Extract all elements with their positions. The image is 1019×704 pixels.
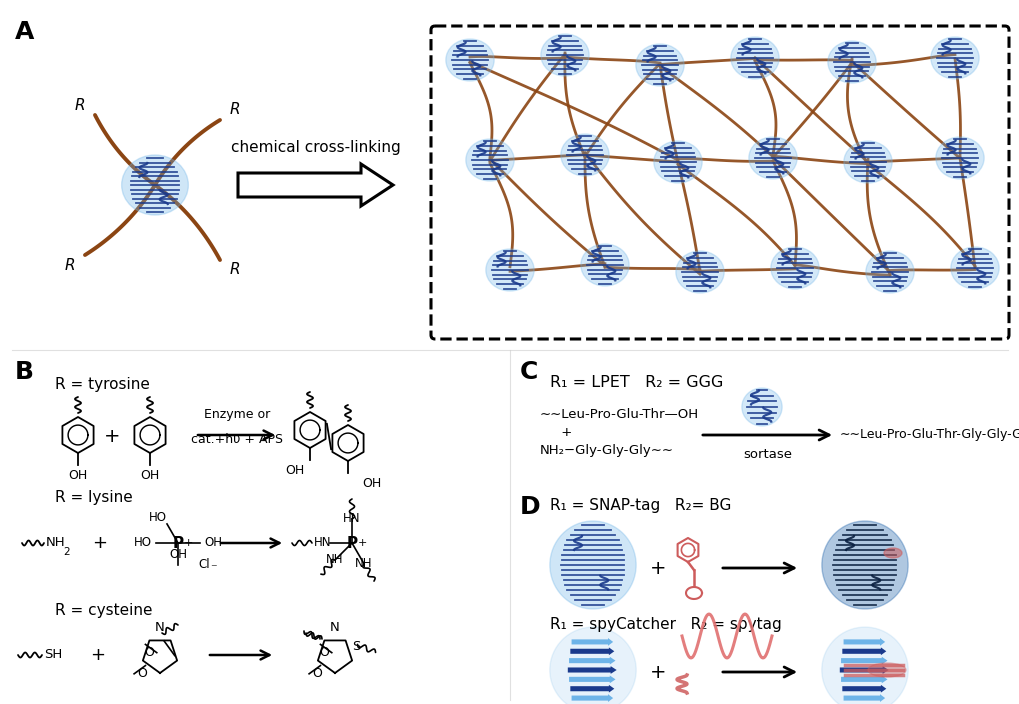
Text: OH: OH xyxy=(169,548,186,561)
Ellipse shape xyxy=(865,251,913,293)
Text: R₁ = LPET   R₂ = GGG: R₁ = LPET R₂ = GGG xyxy=(549,375,722,390)
Text: Enzyme or: Enzyme or xyxy=(204,408,270,421)
Ellipse shape xyxy=(466,139,514,181)
Ellipse shape xyxy=(121,155,189,215)
Text: +: + xyxy=(183,538,194,548)
Text: R: R xyxy=(64,258,75,272)
Text: R: R xyxy=(229,263,240,277)
Text: OH: OH xyxy=(285,464,305,477)
Text: O: O xyxy=(144,646,154,659)
Ellipse shape xyxy=(653,141,701,183)
FancyArrow shape xyxy=(568,666,616,674)
Text: cat.+hυ + APS: cat.+hυ + APS xyxy=(191,433,282,446)
Text: OH: OH xyxy=(362,477,381,490)
Text: R: R xyxy=(74,97,86,113)
Text: O: O xyxy=(137,667,147,680)
Ellipse shape xyxy=(560,134,608,176)
Ellipse shape xyxy=(867,663,905,677)
Text: B: B xyxy=(15,360,34,384)
Text: NH: NH xyxy=(326,553,343,567)
Text: ∼∼Leu-Pro-Glu-Thr-Gly-Gly-Gly∼∼: ∼∼Leu-Pro-Glu-Thr-Gly-Gly-Gly∼∼ xyxy=(840,428,1019,441)
Text: sortase: sortase xyxy=(743,448,792,461)
Text: D: D xyxy=(520,495,540,519)
Text: R: R xyxy=(229,103,240,118)
FancyArrow shape xyxy=(237,164,392,206)
Text: 2: 2 xyxy=(63,547,69,557)
Ellipse shape xyxy=(731,37,779,79)
Text: +: + xyxy=(91,646,105,664)
FancyArrow shape xyxy=(571,694,612,702)
Text: A: A xyxy=(15,20,35,44)
Ellipse shape xyxy=(635,44,684,86)
Text: Cl: Cl xyxy=(198,558,210,572)
Text: R₁ = spyCatcher   R₂ = spytag: R₁ = spyCatcher R₂ = spytag xyxy=(549,617,781,632)
FancyArrow shape xyxy=(843,638,884,646)
Ellipse shape xyxy=(748,137,797,179)
FancyArrow shape xyxy=(839,666,888,674)
Text: S: S xyxy=(353,640,361,653)
Text: ⁻: ⁻ xyxy=(210,562,216,575)
Text: +: + xyxy=(649,558,665,577)
Ellipse shape xyxy=(549,521,636,609)
FancyArrow shape xyxy=(570,648,613,655)
Ellipse shape xyxy=(883,548,901,558)
Ellipse shape xyxy=(540,34,589,76)
Ellipse shape xyxy=(821,627,907,704)
Text: chemical cross-linking: chemical cross-linking xyxy=(230,140,400,155)
FancyArrow shape xyxy=(843,694,884,702)
Ellipse shape xyxy=(827,41,875,83)
Text: P: P xyxy=(346,536,358,551)
Text: C: C xyxy=(520,360,538,384)
Ellipse shape xyxy=(549,627,636,704)
Text: R = cysteine: R = cysteine xyxy=(55,603,153,618)
Text: NH: NH xyxy=(355,558,372,570)
Text: SH: SH xyxy=(44,648,62,662)
FancyArrow shape xyxy=(570,685,613,693)
Ellipse shape xyxy=(935,137,983,179)
FancyArrow shape xyxy=(841,657,887,665)
Text: HN: HN xyxy=(343,513,361,525)
FancyArrow shape xyxy=(842,648,886,655)
Ellipse shape xyxy=(580,244,629,286)
Text: HO: HO xyxy=(133,536,152,550)
FancyArrow shape xyxy=(842,685,886,693)
Text: R = tyrosine: R = tyrosine xyxy=(55,377,150,392)
Text: N: N xyxy=(155,621,165,634)
Text: +: + xyxy=(104,427,120,446)
Ellipse shape xyxy=(930,37,978,79)
Text: OH: OH xyxy=(141,469,159,482)
Ellipse shape xyxy=(843,141,892,183)
Text: NH₂−Gly-Gly-Gly∼∼: NH₂−Gly-Gly-Gly∼∼ xyxy=(539,444,674,457)
FancyArrow shape xyxy=(569,675,614,684)
Text: HO: HO xyxy=(149,511,167,524)
Text: NH: NH xyxy=(46,536,65,550)
Text: O: O xyxy=(312,667,322,680)
FancyArrow shape xyxy=(569,657,614,665)
Ellipse shape xyxy=(741,388,782,426)
Text: ∼∼Leu-Pro-Glu-Thr—OH: ∼∼Leu-Pro-Glu-Thr—OH xyxy=(539,408,698,421)
Ellipse shape xyxy=(676,251,723,293)
Ellipse shape xyxy=(445,39,493,81)
Text: OH: OH xyxy=(68,469,88,482)
Text: OH: OH xyxy=(204,536,222,550)
Text: O: O xyxy=(319,646,328,659)
Text: P: P xyxy=(172,536,183,551)
Ellipse shape xyxy=(485,249,534,291)
FancyArrow shape xyxy=(571,638,612,646)
Ellipse shape xyxy=(770,247,818,289)
Text: R₁ = SNAP-tag   R₂= BG: R₁ = SNAP-tag R₂= BG xyxy=(549,498,731,513)
Ellipse shape xyxy=(821,521,907,609)
Text: R = lysine: R = lysine xyxy=(55,490,132,505)
Text: +: + xyxy=(649,662,665,681)
FancyBboxPatch shape xyxy=(431,26,1008,339)
Text: HN: HN xyxy=(314,536,331,550)
Text: +: + xyxy=(93,534,107,552)
Text: +: + xyxy=(358,538,367,548)
Text: +: + xyxy=(539,426,572,439)
Ellipse shape xyxy=(950,247,999,289)
Text: N: N xyxy=(330,621,339,634)
FancyArrow shape xyxy=(841,675,887,684)
